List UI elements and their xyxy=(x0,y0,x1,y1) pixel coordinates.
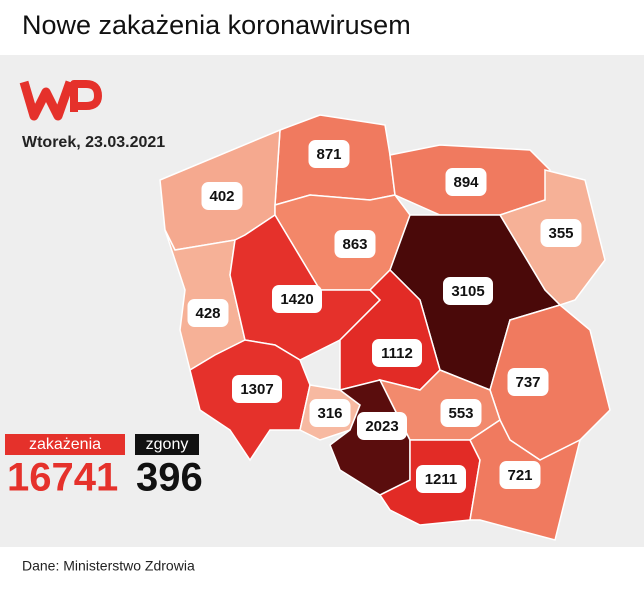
region-value: 1211 xyxy=(425,471,458,488)
region-value: 863 xyxy=(342,236,367,253)
map: 871 894 402 863 355 3105 428 1420 1112 737 1307 316… xyxy=(159,114,611,541)
region-value: 316 xyxy=(317,405,342,422)
label-box xyxy=(499,461,541,489)
region-value: 428 xyxy=(195,305,220,322)
region-value: 2023 xyxy=(365,418,398,435)
region-value: 894 xyxy=(453,174,479,191)
deaths-legend: zgony xyxy=(146,436,189,453)
title: Nowe zakażenia koronawirusem xyxy=(22,10,411,40)
cases-total: 16741 xyxy=(7,456,118,500)
label-box xyxy=(443,277,493,305)
label-box xyxy=(309,399,351,427)
label-box xyxy=(308,140,350,168)
region-value: 871 xyxy=(316,146,341,163)
label-box xyxy=(201,182,243,210)
deaths-total: 396 xyxy=(136,456,203,500)
label-box xyxy=(357,412,407,440)
region-value: 721 xyxy=(507,467,532,484)
label-box xyxy=(272,285,322,313)
logo-p xyxy=(70,80,102,112)
date: Wtorek, 23.03.2021 xyxy=(22,134,165,151)
label-box xyxy=(507,368,549,396)
label-box xyxy=(334,230,376,258)
cases-legend: zakażenia xyxy=(29,436,101,453)
region-value: 1112 xyxy=(381,345,413,362)
cases-legend-box xyxy=(5,434,125,455)
source: Dane: Ministerstwo Zdrowia xyxy=(22,558,195,574)
region-value: 553 xyxy=(448,405,473,422)
label-box xyxy=(540,219,582,247)
deaths-legend-box xyxy=(135,434,199,455)
region-value: 1307 xyxy=(240,381,273,398)
label-box xyxy=(440,399,482,427)
label-box xyxy=(187,299,229,327)
region-value: 355 xyxy=(548,225,573,242)
region-value: 737 xyxy=(515,374,540,391)
label-box xyxy=(416,465,466,493)
label-box xyxy=(372,339,422,367)
region-value: 402 xyxy=(209,188,234,205)
region-value: 3105 xyxy=(451,283,484,300)
label-box xyxy=(232,375,282,403)
logo-w xyxy=(19,80,75,121)
label-box xyxy=(445,168,487,196)
logo xyxy=(19,80,102,121)
region-value: 1420 xyxy=(280,291,313,308)
